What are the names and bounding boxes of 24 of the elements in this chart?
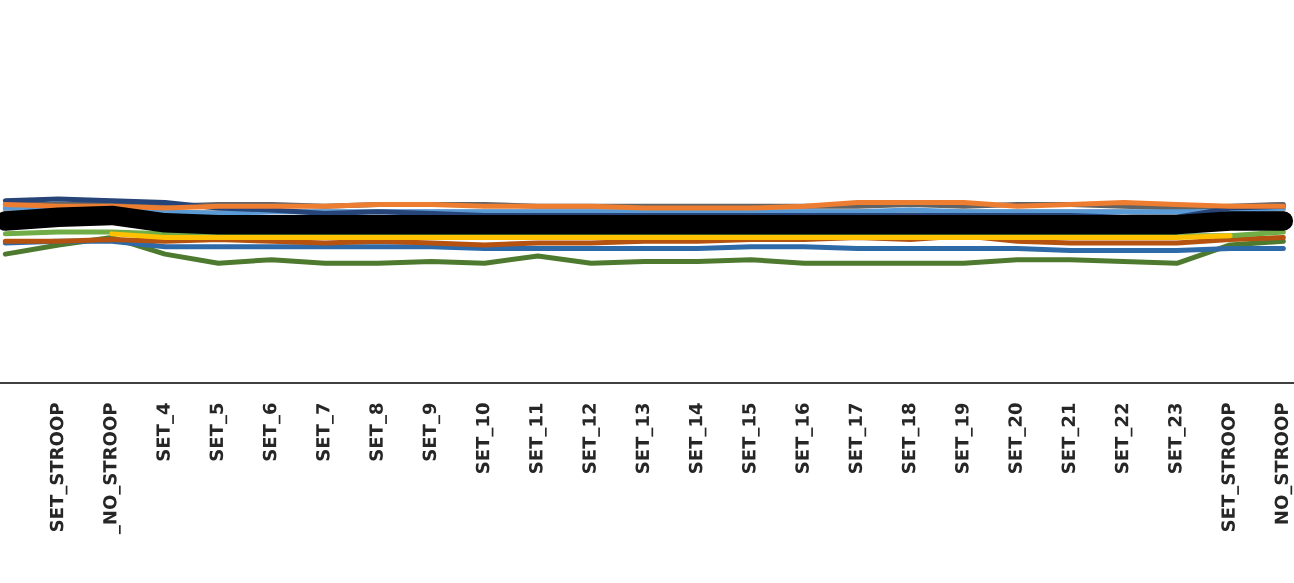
x-tick-label: SET_22 <box>1114 404 1133 473</box>
x-tick-label: SET_STROOP <box>1221 403 1239 532</box>
x-tick-label: SET_15 <box>742 403 760 473</box>
x-tick-label: SET_20 <box>1008 403 1026 473</box>
x-tick-label: SET_6 <box>262 403 281 461</box>
x-tick-label: SET_11 <box>529 403 547 473</box>
x-tick-label: SET_8 <box>369 403 387 461</box>
x-tick-label: SET_4 <box>156 403 174 461</box>
x-tick-label: SET_16 <box>795 403 813 473</box>
x-tick-label: SET_17 <box>848 403 867 473</box>
x-tick-label: SET_12 <box>582 404 600 473</box>
x-tick-label: SET_9 <box>422 403 441 461</box>
x-tick-label: SET_STROOP <box>49 403 68 532</box>
x-tick-label: SET_23 <box>1168 403 1186 473</box>
x-tick-label: SET_13 <box>635 403 654 473</box>
x-tick-label: SET_7 <box>316 403 334 461</box>
x-tick-label: SET_5 <box>209 403 228 461</box>
x-tick-label: SET_18 <box>901 403 920 473</box>
x-tick-label: SET_10 <box>475 403 494 473</box>
x-tick-label: SET_21 <box>1061 403 1080 473</box>
x-tick-label: SET_19 <box>955 403 973 473</box>
x-tick-label: NO_STROOP <box>1274 403 1293 524</box>
x-tick-label: _NO_STROOP <box>103 403 121 535</box>
x-tick-label: SET_14 <box>688 403 707 473</box>
